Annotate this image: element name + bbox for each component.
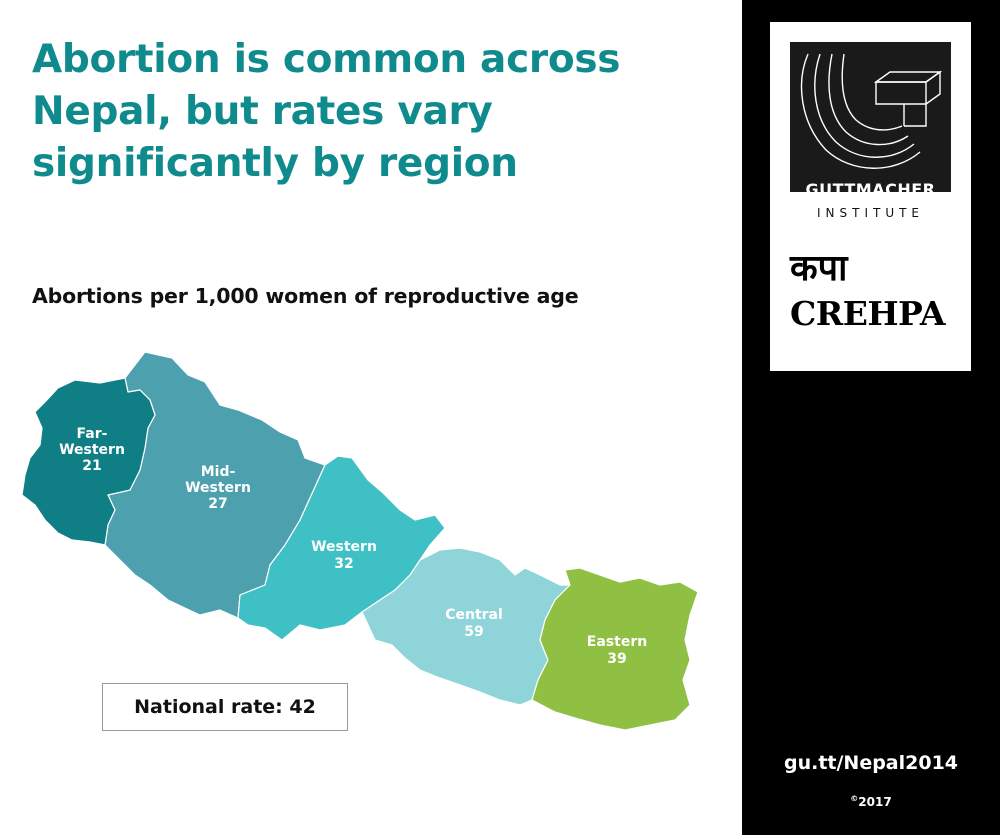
- region-name: Far-: [77, 426, 108, 442]
- region-far-western: [21, 377, 156, 546]
- crehpa-devanagari: कपा: [790, 247, 848, 289]
- region-value: 59: [464, 624, 483, 640]
- region-name: Eastern: [587, 634, 647, 650]
- region-name: Western: [59, 442, 125, 458]
- crehpa-logo-name: CREHPA: [790, 294, 946, 333]
- region-value: 27: [208, 496, 227, 512]
- copyright: ©2017: [742, 794, 1000, 809]
- guttmacher-name: GUTTMACHER: [805, 180, 936, 199]
- region-labels: Far-Western 21 Mid-Western 27 Western 32 Ce…: [59, 426, 647, 667]
- nepal-map: Far-Western 21 Mid-Western 27 Western 32 Ce…: [21, 351, 699, 731]
- guttmacher-subtitle: INSTITUTE: [816, 206, 925, 220]
- map-subtitle: Abortions per 1,000 women of reproductiv…: [32, 284, 579, 308]
- region-label-central: Central 59: [445, 607, 503, 640]
- region-name: Western: [311, 539, 377, 555]
- region-label-western: Western 32: [311, 539, 377, 572]
- report-link[interactable]: gu.tt/Nepal2014: [783, 752, 959, 774]
- logo-card: GUTTMACHER INSTITUTE कपा CREHPA: [770, 22, 971, 371]
- region-name: Western: [185, 480, 251, 496]
- guttmacher-emblem-icon: [800, 53, 943, 169]
- region-name: Mid-: [201, 464, 236, 480]
- national-rate-box: National rate: 42: [102, 683, 348, 731]
- region-name: Central: [445, 607, 503, 623]
- sidebar: GUTTMACHER INSTITUTE कपा CREHPA gu.tt/Ne…: [742, 0, 1000, 835]
- region-value: 39: [607, 651, 626, 667]
- copyright-year: 2017: [858, 795, 892, 809]
- region-eastern: [531, 567, 699, 731]
- region-value: 21: [82, 458, 101, 474]
- region-value: 32: [334, 556, 353, 572]
- infographic-main: Abortion is common across Nepal, but rat…: [21, 37, 699, 731]
- region-label-mid-western: Mid-Western 27: [185, 464, 251, 512]
- headline: Abortion is common across Nepal, but rat…: [32, 37, 621, 186]
- region-label-far-western: Far-Western 21: [59, 426, 125, 474]
- region-label-eastern: Eastern 39: [587, 634, 647, 667]
- guttmacher-logo: [790, 42, 951, 192]
- copyright-symbol: ©: [850, 794, 859, 803]
